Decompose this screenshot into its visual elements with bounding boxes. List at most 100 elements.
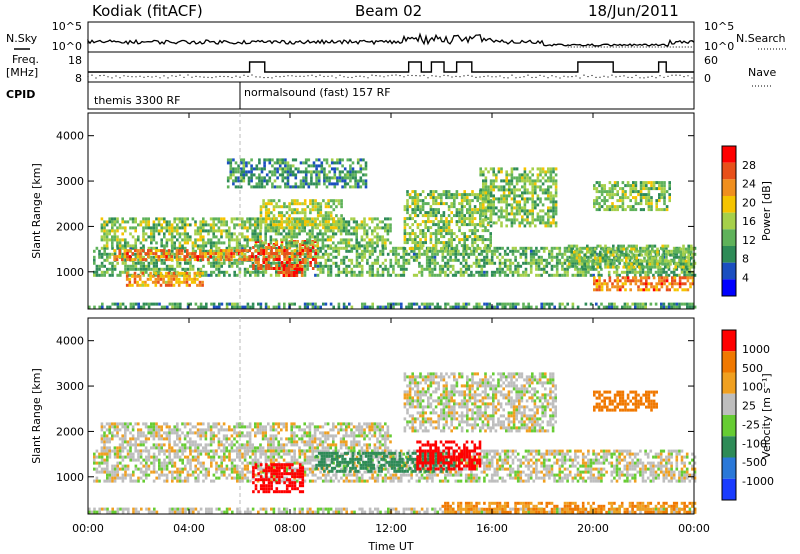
range-cell xyxy=(262,199,265,203)
range-cell xyxy=(416,205,420,209)
range-cell xyxy=(672,246,676,250)
range-cell xyxy=(531,185,534,189)
range-cell xyxy=(566,270,569,274)
range-cell xyxy=(548,302,551,306)
range-cell xyxy=(688,273,692,277)
range-cell xyxy=(170,283,173,287)
range-cell xyxy=(303,241,306,245)
range-cell xyxy=(484,188,488,192)
range-cell xyxy=(111,246,114,250)
range-cell xyxy=(690,250,693,254)
range-cell xyxy=(386,226,390,230)
range-cell xyxy=(619,279,622,283)
range-cell xyxy=(581,270,585,274)
nave-dot xyxy=(627,76,629,78)
range-cell xyxy=(207,255,210,259)
range-cell xyxy=(335,220,338,224)
range-cell xyxy=(287,235,291,239)
range-cell xyxy=(606,247,610,251)
range-cell xyxy=(314,249,318,252)
range-cell xyxy=(509,249,512,253)
range-cell xyxy=(170,238,174,242)
range-cell xyxy=(515,206,519,210)
range-cell xyxy=(431,258,434,262)
range-cell xyxy=(522,273,525,277)
range-cell xyxy=(113,264,117,268)
range-cell xyxy=(248,249,251,253)
range-cell xyxy=(319,220,322,224)
range-cell xyxy=(293,258,296,262)
range-cell xyxy=(552,215,555,219)
range-cell xyxy=(531,188,534,192)
range-cell xyxy=(683,273,686,277)
noise-tick-right-lo: 10^0 xyxy=(704,40,734,53)
range-cell xyxy=(280,271,283,274)
range-cell xyxy=(316,226,319,230)
range-cell xyxy=(634,181,638,185)
range-cell xyxy=(476,235,479,239)
range-cell xyxy=(411,238,414,242)
range-cell xyxy=(668,199,671,203)
range-cell xyxy=(93,305,96,309)
range-cell xyxy=(196,232,200,236)
range-cell xyxy=(568,255,572,259)
range-cell xyxy=(254,226,257,230)
range-cell xyxy=(440,217,443,221)
range-cell xyxy=(334,261,338,265)
range-cell xyxy=(381,238,384,242)
range-cell xyxy=(328,164,331,168)
range-cell xyxy=(463,196,466,200)
range-cell xyxy=(316,214,320,218)
range-cell xyxy=(306,246,310,249)
range-cell xyxy=(183,223,187,227)
range-cell xyxy=(355,261,359,265)
range-cell xyxy=(304,176,308,180)
range-cell xyxy=(604,244,607,248)
nave-dot xyxy=(355,75,357,77)
range-cell xyxy=(152,226,156,230)
range-cell xyxy=(586,259,589,263)
range-cell xyxy=(298,243,302,246)
range-cell xyxy=(272,214,276,218)
range-cell xyxy=(281,167,285,171)
range-cell xyxy=(212,241,215,245)
range-cell xyxy=(629,282,632,286)
range-cell xyxy=(454,252,458,256)
range-cell xyxy=(561,267,564,271)
range-cell xyxy=(608,302,611,306)
range-cell xyxy=(250,179,253,183)
range-cell xyxy=(645,285,648,289)
range-cell xyxy=(313,217,317,221)
range-cell xyxy=(449,252,452,256)
range-cell xyxy=(225,258,228,262)
range-cell xyxy=(408,193,412,197)
range-cell xyxy=(295,232,299,236)
range-cell xyxy=(121,217,124,221)
range-cell xyxy=(672,270,676,274)
range-cell xyxy=(327,258,330,262)
range-cell xyxy=(616,279,619,283)
range-cell xyxy=(358,223,361,227)
range-cell xyxy=(644,302,647,306)
range-cell xyxy=(458,214,461,218)
range-cell xyxy=(682,253,685,257)
range-cell xyxy=(223,255,226,259)
range-cell xyxy=(686,302,689,306)
range-cell xyxy=(591,250,594,254)
range-cell xyxy=(147,261,151,265)
range-cell xyxy=(482,224,485,228)
range-cell xyxy=(455,235,459,239)
range-cell xyxy=(619,199,622,203)
range-cell xyxy=(606,208,609,212)
range-cell xyxy=(129,246,132,250)
range-cell xyxy=(137,223,140,227)
range-cell xyxy=(515,218,519,222)
range-cell xyxy=(690,265,693,269)
range-cell xyxy=(165,264,169,268)
range-cell xyxy=(353,264,356,268)
range-cell xyxy=(296,211,299,215)
range-cell xyxy=(191,217,195,221)
range-cell xyxy=(196,271,199,275)
range-cell xyxy=(475,302,478,306)
range-cell xyxy=(265,261,268,264)
